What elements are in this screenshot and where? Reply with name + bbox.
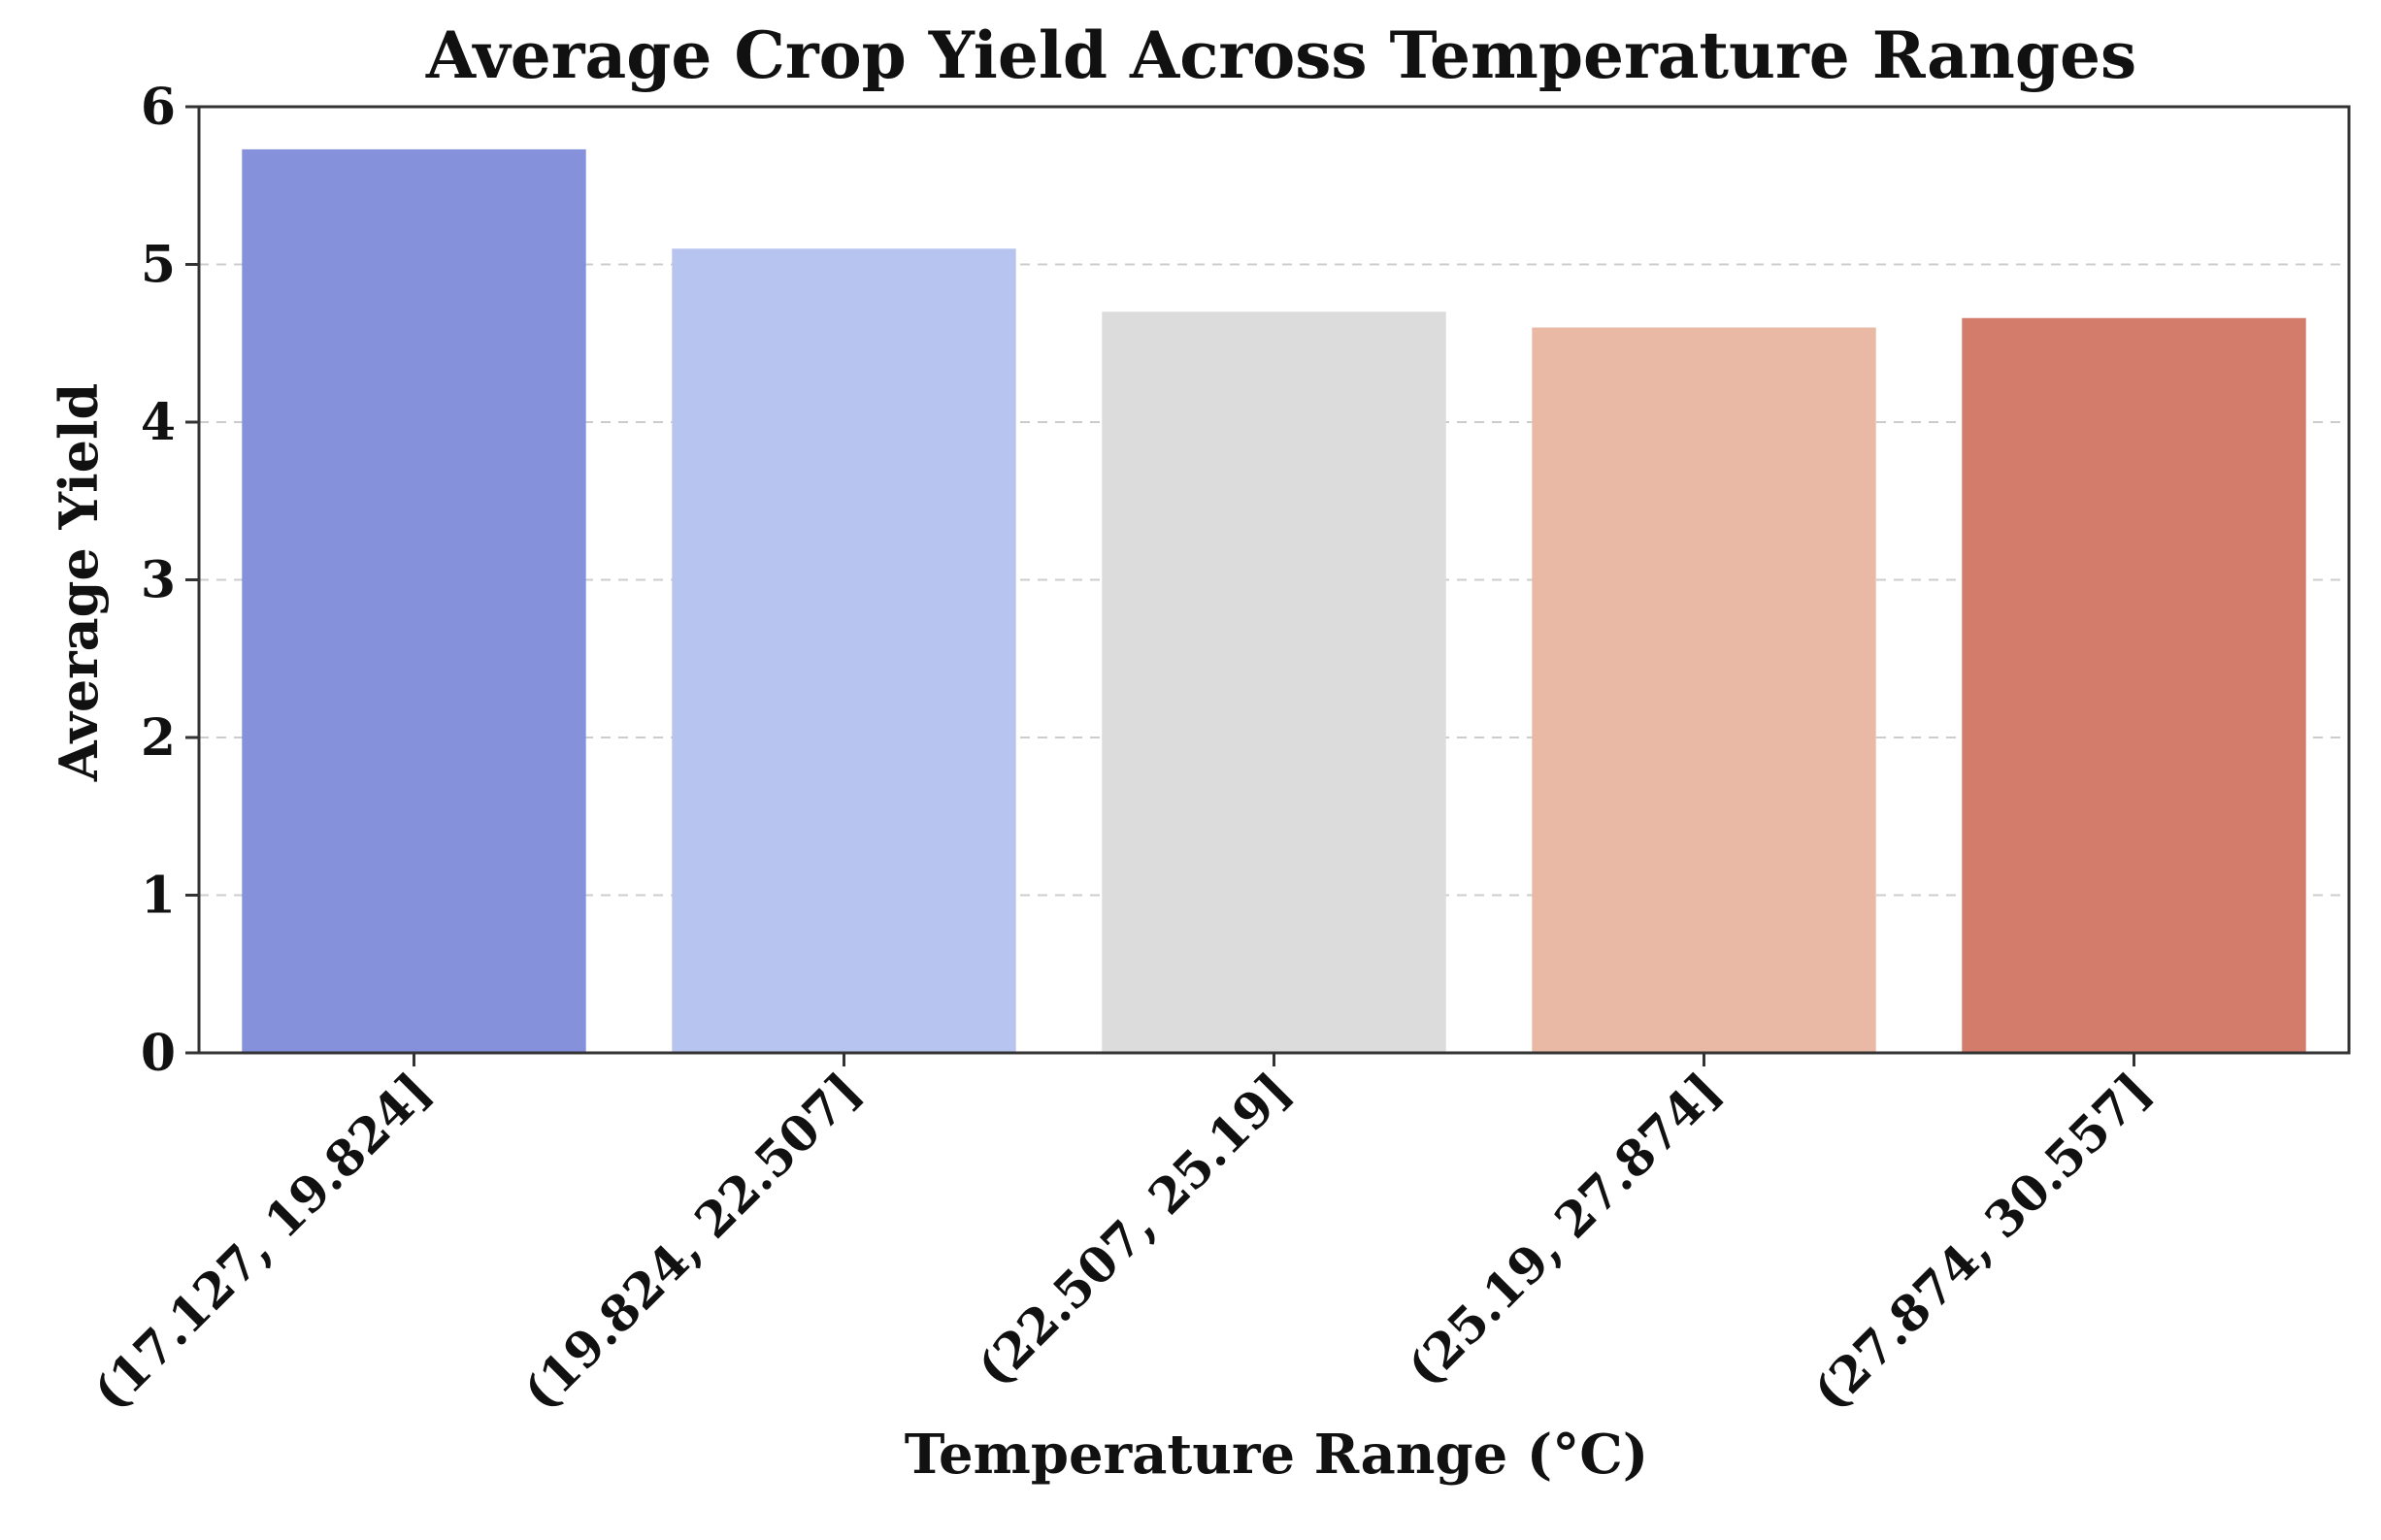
- y-tick-label: 2: [141, 708, 176, 768]
- bar: [242, 148, 586, 1053]
- y-tick-label: 1: [141, 867, 176, 926]
- x-tick-label: (22.507, 25.19]: [966, 1062, 1302, 1397]
- y-tick-label: 6: [141, 78, 176, 137]
- y-tick-label: 0: [141, 1024, 176, 1083]
- x-ticks: (17.127, 19.824] (19.824, 22.507] (22.507,…: [83, 1053, 2162, 1421]
- bars: [242, 148, 2306, 1053]
- x-tick-label: (25.19, 27.874]: [1396, 1062, 1732, 1397]
- y-tick-label: 3: [141, 551, 176, 610]
- bar: [1962, 317, 2306, 1053]
- y-tick-label: 4: [141, 393, 176, 452]
- y-ticks: 0 1 2 3 4 5 6: [141, 78, 199, 1083]
- bar: [672, 248, 1016, 1053]
- x-tick-label: (17.127, 19.824]: [83, 1062, 442, 1421]
- bar: [1102, 311, 1446, 1053]
- chart-title: Average Crop Yield Across Temperature Ra…: [425, 17, 2136, 93]
- y-axis-label: Average Yield: [48, 383, 110, 783]
- x-axis-label: Temperature Range (°C): [905, 1423, 1649, 1487]
- y-tick-label: 5: [141, 236, 176, 295]
- x-tick-label: (27.874, 30.557]: [1802, 1062, 2162, 1421]
- bar: [1532, 327, 1876, 1053]
- x-tick-label: (19.824, 22.507]: [513, 1062, 872, 1421]
